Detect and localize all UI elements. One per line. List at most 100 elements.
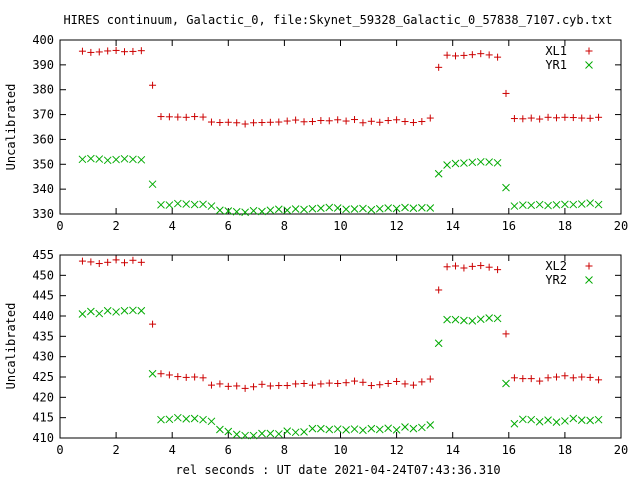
x-tick-label: 6 bbox=[225, 443, 232, 457]
data-point bbox=[224, 118, 232, 126]
data-point bbox=[274, 430, 283, 438]
y-tick-label: 435 bbox=[32, 329, 54, 343]
y-tick-label: 415 bbox=[32, 411, 54, 425]
y-tick-label: 350 bbox=[32, 157, 54, 171]
data-point bbox=[129, 306, 137, 315]
data-point bbox=[333, 425, 342, 433]
data-point bbox=[494, 53, 502, 61]
data-point bbox=[434, 339, 443, 348]
data-point bbox=[561, 372, 569, 380]
data-point bbox=[325, 117, 333, 125]
data-point bbox=[165, 371, 173, 379]
data-point bbox=[87, 307, 95, 316]
data-point bbox=[325, 425, 334, 434]
data-point bbox=[502, 330, 510, 338]
data-point bbox=[527, 415, 536, 424]
x-tick-label: 2 bbox=[112, 219, 119, 233]
data-point bbox=[121, 48, 129, 56]
data-point bbox=[216, 119, 224, 127]
data-point bbox=[149, 320, 157, 328]
data-point bbox=[232, 430, 241, 439]
data-point bbox=[173, 199, 182, 208]
data-point bbox=[317, 424, 325, 433]
data-point bbox=[536, 377, 544, 385]
y-tick-label: 450 bbox=[32, 268, 54, 282]
data-point bbox=[527, 375, 535, 383]
data-point bbox=[452, 52, 460, 60]
x-tick-label: 16 bbox=[502, 219, 516, 233]
data-point bbox=[502, 89, 510, 97]
x-tick-label: 12 bbox=[389, 219, 403, 233]
data-point bbox=[137, 155, 146, 164]
data-point bbox=[451, 159, 460, 168]
x-tick-label: 4 bbox=[169, 219, 176, 233]
data-point bbox=[224, 427, 233, 436]
data-point bbox=[300, 428, 308, 436]
data-point bbox=[342, 426, 350, 434]
data-point bbox=[544, 201, 552, 210]
data-point bbox=[165, 113, 173, 121]
data-point bbox=[103, 306, 112, 315]
data-point bbox=[375, 425, 384, 434]
data-point bbox=[350, 205, 359, 213]
data-point bbox=[137, 306, 146, 315]
data-point bbox=[494, 266, 502, 274]
top-plot-frame bbox=[59, 39, 622, 215]
data-point bbox=[120, 154, 129, 163]
data-point bbox=[350, 425, 359, 433]
data-point bbox=[552, 114, 560, 122]
data-point bbox=[112, 46, 120, 54]
data-point bbox=[493, 158, 502, 167]
data-point bbox=[595, 376, 603, 384]
legend-label: YR1 bbox=[545, 58, 567, 72]
data-point bbox=[224, 207, 233, 215]
data-point bbox=[300, 380, 308, 388]
data-point bbox=[527, 201, 536, 210]
data-point bbox=[207, 118, 215, 126]
data-point bbox=[120, 306, 129, 315]
x-tick-label: 16 bbox=[502, 443, 516, 457]
data-point bbox=[137, 47, 145, 55]
data-point bbox=[426, 421, 435, 429]
legend-label: XL1 bbox=[545, 44, 567, 58]
x-tick-label: 0 bbox=[56, 443, 63, 457]
data-point bbox=[359, 426, 367, 435]
data-point bbox=[586, 114, 594, 122]
data-point bbox=[308, 424, 317, 433]
x-tick-label: 2 bbox=[112, 443, 119, 457]
data-point bbox=[485, 263, 493, 271]
data-point bbox=[401, 203, 409, 212]
data-point bbox=[216, 206, 224, 215]
data-point bbox=[78, 310, 87, 318]
data-point bbox=[351, 116, 359, 124]
y-tick-label: 425 bbox=[32, 370, 54, 384]
data-point bbox=[249, 431, 258, 440]
y-tick-label: 410 bbox=[32, 431, 54, 445]
data-point bbox=[359, 378, 367, 386]
data-point bbox=[367, 382, 375, 390]
data-point bbox=[266, 429, 275, 438]
data-point bbox=[435, 63, 443, 71]
data-point bbox=[95, 155, 104, 163]
data-point bbox=[409, 119, 417, 127]
data-point bbox=[460, 316, 468, 325]
data-point bbox=[148, 180, 157, 189]
data-point bbox=[104, 258, 112, 266]
data-point bbox=[485, 51, 493, 59]
data-point bbox=[468, 317, 477, 325]
data-point bbox=[477, 50, 485, 58]
data-point bbox=[577, 416, 586, 424]
data-point bbox=[182, 200, 191, 208]
data-point bbox=[199, 374, 207, 382]
data-point bbox=[216, 380, 224, 388]
data-point bbox=[519, 115, 527, 123]
data-point bbox=[376, 381, 384, 389]
y-tick-label: 440 bbox=[32, 309, 54, 323]
data-point bbox=[291, 205, 300, 213]
data-point bbox=[476, 315, 485, 324]
data-point bbox=[224, 382, 232, 390]
y-tick-label: 340 bbox=[32, 182, 54, 196]
data-point bbox=[292, 116, 300, 124]
data-point bbox=[552, 418, 561, 426]
data-point bbox=[434, 169, 443, 178]
